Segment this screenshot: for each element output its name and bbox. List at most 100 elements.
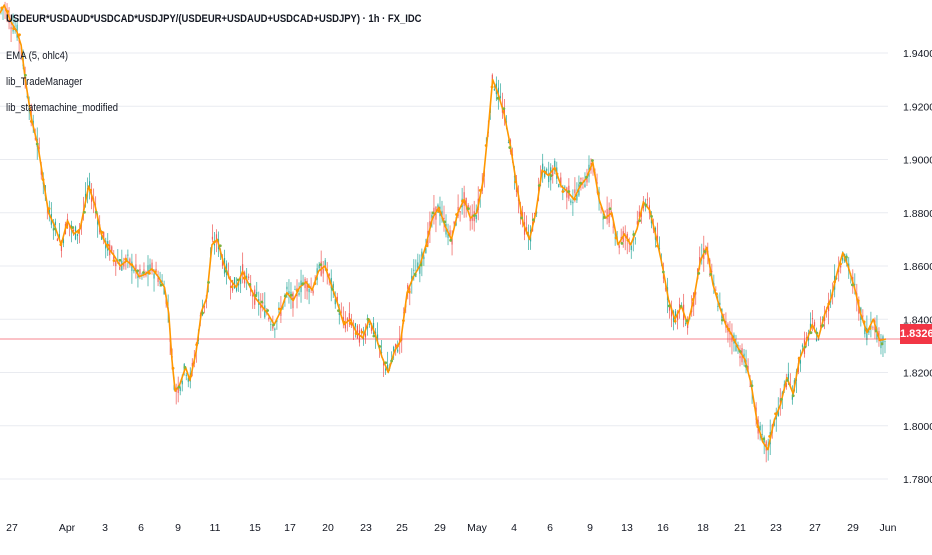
candle-body <box>149 264 151 272</box>
candle-body <box>97 219 99 225</box>
x-tick-label: 18 <box>697 522 709 534</box>
candle-body <box>101 234 103 240</box>
candle-body <box>346 318 348 322</box>
x-tick-label: 21 <box>734 522 746 534</box>
signal-marker <box>738 350 742 353</box>
x-tick-label: Apr <box>59 522 76 534</box>
signal-marker <box>337 309 340 313</box>
candle-body <box>187 378 189 382</box>
candle-body <box>274 328 276 331</box>
candle-body <box>423 256 425 260</box>
indicator-ema-label[interactable]: EMA (5, ohlc4) <box>6 50 69 62</box>
signal-marker <box>821 323 825 327</box>
candle-body <box>256 292 258 295</box>
candle-body <box>801 345 804 347</box>
candle-body <box>634 238 636 240</box>
candle-body <box>179 387 181 391</box>
signal-marker <box>402 319 405 323</box>
candle-body <box>268 317 270 320</box>
candle-body <box>866 328 868 341</box>
candle-body <box>231 280 234 291</box>
candle-body <box>123 262 125 267</box>
candle-body <box>318 264 320 269</box>
x-tick-label: 17 <box>284 522 296 534</box>
x-tick-label: 23 <box>360 522 372 534</box>
candle-body <box>119 266 121 270</box>
signal-marker <box>768 434 772 438</box>
candle-body <box>842 257 844 261</box>
signal-marker <box>289 293 293 297</box>
signal-marker <box>106 243 110 247</box>
candle-body <box>368 324 371 325</box>
signal-marker <box>413 272 417 276</box>
candle-body <box>115 261 117 267</box>
candle-body <box>298 293 300 295</box>
signal-marker <box>797 357 801 360</box>
signal-marker <box>83 210 86 214</box>
indicator-trade-manager-label[interactable]: lib_TradeManager <box>6 76 83 88</box>
candle-body <box>294 289 296 290</box>
signal-marker <box>29 119 33 123</box>
x-tick-label: 6 <box>138 522 144 534</box>
candle-body <box>153 273 155 279</box>
symbol-title[interactable]: USDEUR*USDAUD*USDCAD*USDJPY/(USDEUR+USDA… <box>6 13 422 25</box>
candle-body <box>161 280 163 282</box>
signal-marker <box>124 257 128 261</box>
candle-body <box>840 265 842 268</box>
signal-marker <box>431 211 435 215</box>
candle-body <box>862 315 864 317</box>
signal-marker <box>774 412 777 416</box>
candle-body <box>610 210 612 214</box>
candle-body <box>38 147 40 149</box>
candle-body <box>443 217 445 219</box>
candle-body <box>399 338 401 343</box>
candle-body <box>449 230 451 238</box>
candle-body <box>131 261 133 271</box>
candle-body <box>139 268 141 275</box>
signal-marker <box>703 250 707 253</box>
candle-body <box>564 186 566 188</box>
candle-body <box>815 338 818 342</box>
signal-marker <box>691 298 695 301</box>
y-tick-label: 1.7800 <box>903 474 932 486</box>
signal-marker <box>171 366 175 370</box>
candle-body <box>566 187 568 198</box>
signal-marker <box>94 210 98 214</box>
candle-body <box>344 322 346 329</box>
x-tick-label: 27 <box>809 522 821 534</box>
signal-marker <box>638 219 642 223</box>
candle-body <box>213 244 216 246</box>
candle-body <box>306 280 308 292</box>
candle-body <box>872 327 874 329</box>
signal-marker <box>407 290 411 294</box>
candle-body <box>685 323 687 325</box>
candle-body <box>809 323 812 330</box>
signal-marker <box>254 294 258 297</box>
signal-marker <box>153 270 157 274</box>
signal-marker <box>720 318 724 322</box>
candle-body <box>163 286 165 295</box>
candle-body <box>560 177 562 185</box>
candle-body <box>248 276 250 278</box>
signal-marker <box>189 374 193 378</box>
x-tick-label: 13 <box>621 522 633 534</box>
signal-marker <box>744 364 748 368</box>
signal-marker <box>390 359 394 363</box>
signal-marker <box>425 244 429 248</box>
y-tick-label: 1.8200 <box>903 368 932 380</box>
x-tick-label: 9 <box>587 522 593 534</box>
candle-body <box>334 299 336 305</box>
candle-body <box>676 311 679 321</box>
candle-body <box>407 284 409 290</box>
signal-marker <box>372 334 376 338</box>
signal-marker <box>549 174 553 178</box>
signal-marker <box>756 425 760 429</box>
candle-body <box>34 138 36 140</box>
candle-body <box>431 214 433 220</box>
candle-body <box>264 305 266 318</box>
indicator-statemachine-label[interactable]: lib_statemachine_modified <box>6 102 119 114</box>
candle-body <box>606 208 608 220</box>
signal-marker <box>827 302 831 306</box>
